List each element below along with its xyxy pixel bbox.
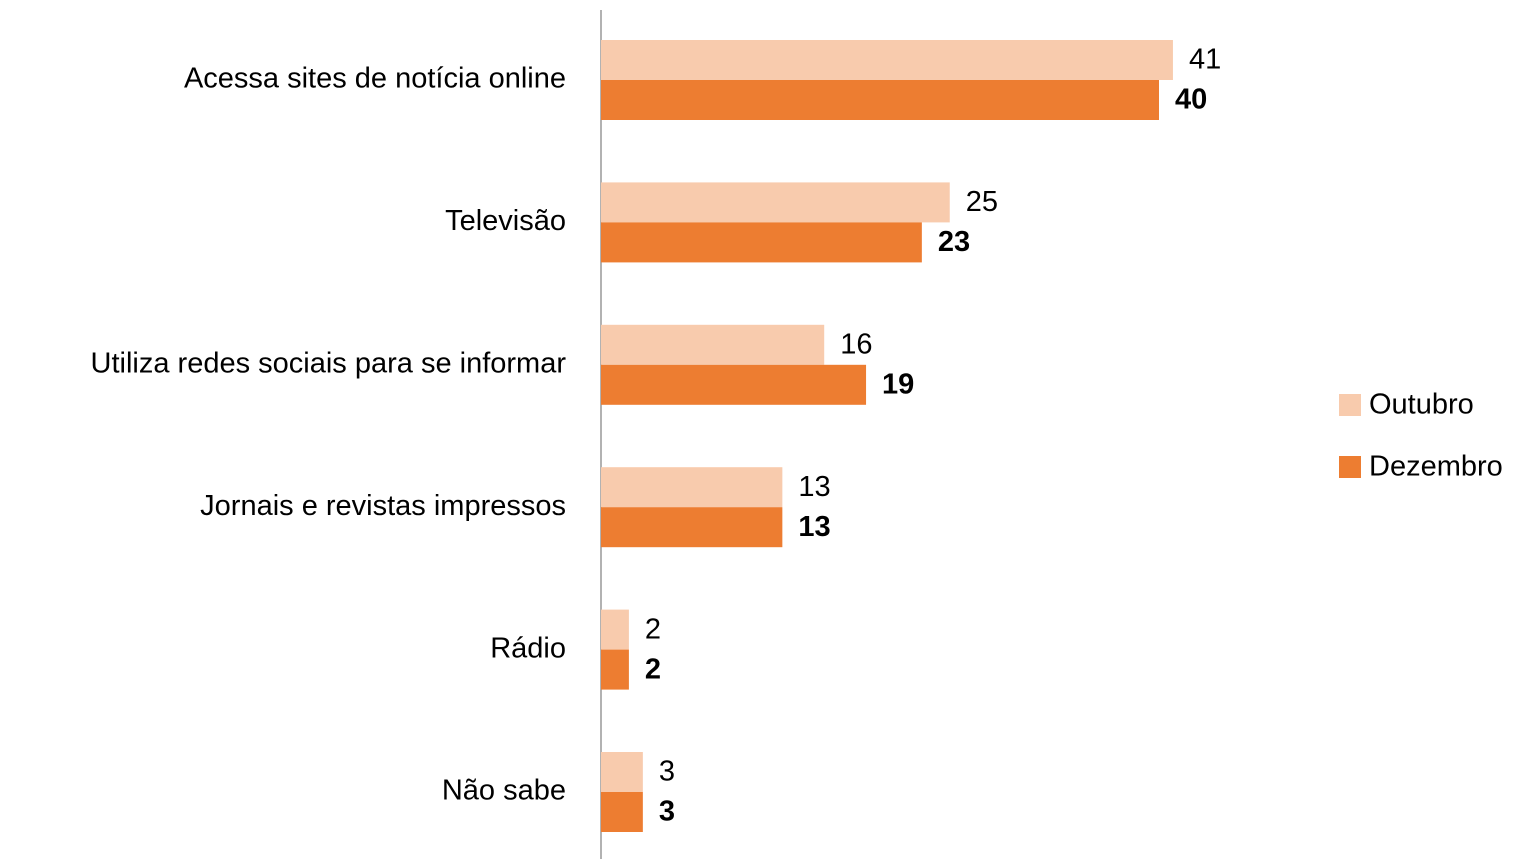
category-label: Não sabe [442,775,566,807]
value-label: 40 [1175,84,1207,116]
category-label: Acessa sites de notícia online [184,63,566,95]
value-label: 16 [840,328,872,360]
bar [601,792,643,832]
bar [601,609,629,650]
bar [601,182,950,223]
value-label: 3 [659,796,675,828]
value-label: 19 [882,368,914,400]
value-label: 25 [966,186,998,218]
bar [601,222,922,263]
value-label: 3 [659,756,675,788]
value-label: 13 [798,511,830,543]
category-label: Jornais e revistas impressos [200,490,566,522]
category-label: Televisão [445,205,566,237]
value-label: 13 [798,471,830,503]
legend-label: Outubro [1369,389,1474,421]
bar [601,649,629,690]
legend-label: Dezembro [1369,451,1503,483]
bar [601,80,1159,120]
value-label: 2 [645,653,661,685]
category-label: Rádio [490,632,566,664]
legend-swatch [1339,456,1361,478]
value-label: 23 [938,226,970,258]
category-label: Utiliza redes sociais para se informar [91,347,567,379]
legend-swatch [1339,394,1361,416]
bar [601,40,1173,80]
bar [601,752,643,792]
value-label: 2 [645,613,661,645]
value-label: 41 [1189,44,1221,76]
bar [601,364,867,405]
bar [601,324,825,365]
bar [601,467,783,508]
bar [601,507,783,548]
